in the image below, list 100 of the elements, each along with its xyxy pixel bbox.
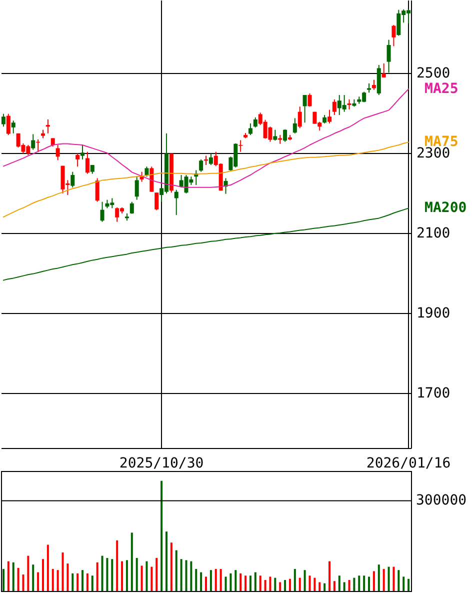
candlestick bbox=[347, 98, 352, 110]
line-series bbox=[2, 88, 410, 188]
bar bbox=[156, 558, 158, 591]
bar bbox=[363, 576, 366, 591]
bar bbox=[214, 568, 217, 591]
candlestick bbox=[332, 98, 336, 116]
bar bbox=[224, 576, 227, 591]
bar bbox=[234, 570, 237, 591]
candlestick bbox=[386, 39, 391, 74]
candlestick bbox=[308, 92, 312, 108]
bar bbox=[185, 560, 188, 591]
bar bbox=[324, 583, 326, 591]
bar bbox=[150, 566, 153, 591]
bar bbox=[372, 571, 375, 591]
bar bbox=[130, 532, 133, 591]
bar bbox=[408, 578, 410, 591]
bar bbox=[240, 573, 242, 591]
bar bbox=[32, 564, 34, 591]
candlestick bbox=[248, 122, 252, 136]
bar bbox=[136, 558, 138, 591]
bar bbox=[160, 480, 163, 591]
bar bbox=[106, 558, 108, 591]
bar bbox=[220, 568, 222, 591]
bar bbox=[170, 542, 172, 591]
series-label: MA25 bbox=[424, 81, 458, 97]
candlestick bbox=[100, 201, 104, 222]
candlestick bbox=[327, 109, 332, 124]
bar bbox=[116, 540, 118, 591]
candlestick bbox=[199, 158, 204, 172]
bar bbox=[284, 580, 286, 591]
bar bbox=[165, 532, 168, 591]
candlestick bbox=[11, 120, 16, 134]
bar bbox=[304, 570, 306, 591]
candlestick bbox=[283, 128, 288, 142]
candlestick bbox=[80, 144, 85, 160]
bar bbox=[86, 573, 88, 591]
bar bbox=[72, 573, 74, 591]
candlestick bbox=[1, 113, 6, 128]
candlestick bbox=[31, 134, 36, 150]
candlestick bbox=[6, 113, 10, 136]
bar bbox=[298, 578, 301, 591]
x-tick-label: 2025/10/30 bbox=[119, 456, 204, 472]
bar bbox=[66, 563, 69, 591]
bar bbox=[62, 552, 64, 591]
candlestick bbox=[292, 118, 297, 134]
candlestick bbox=[95, 178, 100, 202]
bar bbox=[348, 580, 350, 591]
candlestick bbox=[70, 171, 75, 188]
bar bbox=[42, 559, 44, 591]
bar bbox=[126, 560, 128, 591]
bar bbox=[230, 573, 232, 591]
bar bbox=[328, 561, 330, 591]
candlestick bbox=[392, 24, 396, 47]
bar bbox=[205, 576, 207, 591]
bar bbox=[368, 576, 370, 591]
bar bbox=[96, 562, 98, 591]
bar bbox=[91, 576, 94, 591]
candlestick bbox=[174, 189, 178, 216]
bar bbox=[294, 568, 296, 591]
candlestick bbox=[253, 116, 258, 128]
bar bbox=[392, 566, 395, 591]
bar bbox=[388, 566, 390, 591]
line-series bbox=[2, 142, 410, 218]
bar bbox=[210, 570, 212, 591]
bar bbox=[27, 556, 30, 591]
x-tick-label: 2026/01/16 bbox=[366, 456, 451, 472]
line-series bbox=[2, 208, 410, 281]
bar bbox=[402, 576, 405, 591]
bar bbox=[17, 568, 20, 591]
bar bbox=[46, 544, 49, 591]
candlestick bbox=[367, 82, 372, 94]
bar bbox=[111, 559, 114, 591]
candlestick bbox=[238, 140, 243, 152]
candlestick bbox=[130, 201, 134, 214]
bar bbox=[200, 572, 202, 591]
candlestick bbox=[46, 118, 50, 134]
bar bbox=[279, 582, 282, 591]
candlestick bbox=[273, 129, 278, 142]
bar bbox=[101, 556, 104, 591]
y-tick-label: 2500 bbox=[416, 66, 450, 82]
candlestick bbox=[76, 152, 80, 168]
bar bbox=[7, 561, 10, 591]
bar bbox=[52, 568, 54, 591]
candlestick bbox=[208, 152, 213, 166]
y-tick-label: 2100 bbox=[416, 226, 450, 242]
bar bbox=[190, 561, 192, 591]
bar bbox=[308, 576, 311, 591]
bar bbox=[76, 573, 79, 591]
candlestick bbox=[372, 79, 376, 90]
bar bbox=[37, 572, 40, 591]
candlestick bbox=[85, 151, 90, 174]
bar bbox=[338, 576, 340, 591]
candlestick bbox=[144, 166, 149, 178]
bar bbox=[249, 576, 252, 591]
bar bbox=[22, 574, 24, 591]
bar bbox=[12, 562, 14, 591]
bar bbox=[195, 568, 198, 591]
bar bbox=[314, 578, 316, 591]
bar bbox=[398, 570, 400, 591]
bar bbox=[382, 568, 385, 591]
